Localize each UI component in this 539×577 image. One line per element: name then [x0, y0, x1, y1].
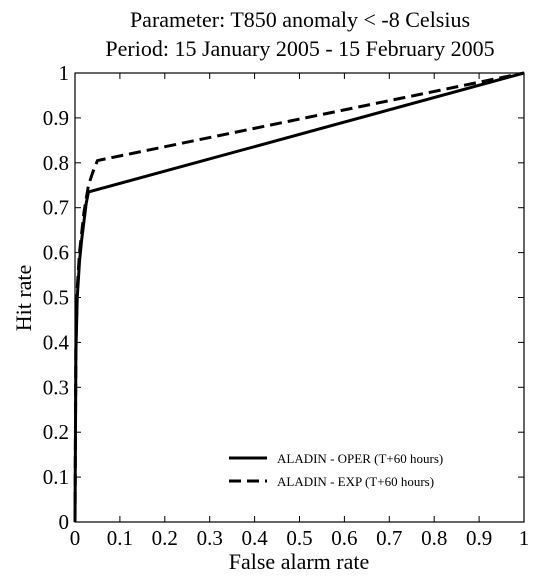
- series-layer: [73, 71, 525, 523]
- y-tick-label: 1: [59, 61, 70, 85]
- x-tick-label: 0.2: [152, 526, 178, 550]
- x-tick-label: 0.3: [197, 526, 223, 550]
- x-tick-label: 0.6: [331, 526, 357, 550]
- y-axis-label: Hit rate: [11, 265, 36, 332]
- series-line-exp: [73, 71, 525, 523]
- x-axis-ticks: 0 0.1 0.2 0.3 0.4 0.5 0.6 0.7 0.8 0.9 1: [70, 73, 530, 550]
- x-tick-label: 1: [519, 526, 530, 550]
- x-tick-label: 0.8: [421, 526, 447, 550]
- legend-label-exp: ALADIN - EXP (T+60 hours): [277, 474, 434, 489]
- y-tick-label: 0.5: [43, 286, 69, 310]
- chart-subtitle: Period: 15 January 2005 - 15 February 20…: [105, 36, 494, 61]
- x-tick-label: 0.9: [466, 526, 492, 550]
- y-tick-label: 0.3: [43, 375, 69, 399]
- y-tick-label: 0.7: [43, 196, 69, 220]
- x-tick-label: 0.7: [376, 526, 402, 550]
- y-tick-label: 0.8: [43, 151, 69, 175]
- x-tick-label: 0.1: [107, 526, 133, 550]
- y-tick-label: 0.1: [43, 465, 69, 489]
- x-tick-label: 0.5: [286, 526, 312, 550]
- y-tick-label: 0.9: [43, 106, 69, 130]
- legend-label-oper: ALADIN - OPER (T+60 hours): [277, 451, 443, 466]
- y-axis-ticks: 0 0.1 0.2 0.3 0.4 0.5 0.6 0.7 0.8 0.9 1: [43, 61, 524, 534]
- y-tick-label: 0: [59, 510, 70, 534]
- x-axis-label: False alarm rate: [229, 549, 370, 574]
- legend: ALADIN - OPER (T+60 hours) ALADIN - EXP …: [229, 451, 443, 489]
- x-tick-label: 0.4: [241, 526, 268, 550]
- y-tick-label: 0.4: [43, 330, 70, 354]
- y-tick-label: 0.2: [43, 420, 69, 444]
- y-tick-label: 0.6: [43, 241, 69, 265]
- chart-title: Parameter: T850 anomaly < -8 Celsius: [130, 7, 470, 32]
- x-tick-label: 0: [70, 526, 81, 550]
